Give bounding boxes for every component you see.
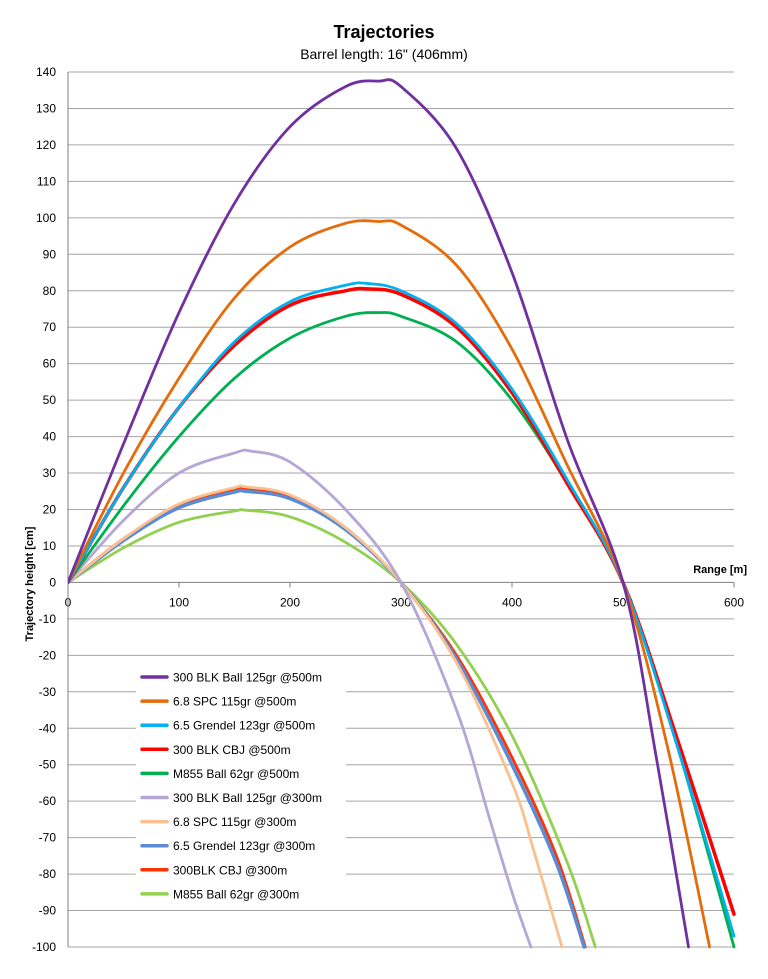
y-tick-label: 110 [37, 174, 56, 188]
y-tick-label: 0 [49, 575, 56, 589]
x-tick-label: 300 [391, 595, 411, 609]
y-tick-label: 70 [43, 320, 57, 334]
series-line-3 [68, 281, 736, 938]
series-line-10 [68, 508, 597, 949]
chart-subtitle: Barrel length: 16" (406mm) [300, 46, 468, 62]
x-tick-label: 100 [169, 595, 189, 609]
y-tick-label: 100 [36, 211, 56, 225]
legend-label: M855 Ball 62gr @300m [173, 887, 299, 901]
y-tick-label: 120 [36, 138, 56, 152]
x-tick-label: 200 [280, 595, 300, 609]
series-lines [68, 78, 736, 949]
y-tick-label: 60 [43, 357, 57, 371]
y-tick-labels: 1401301201101009080706050403020100-10-20… [32, 65, 56, 954]
x-tick-label: 600 [724, 595, 744, 609]
y-tick-label: -30 [39, 685, 57, 699]
series-line-6 [68, 448, 533, 949]
y-tick-label: -70 [39, 831, 57, 845]
series-line-2 [68, 219, 711, 949]
y-tick-label: -100 [32, 940, 56, 954]
y-tick-label: -50 [39, 758, 57, 772]
legend-label: 300 BLK Ball 125gr @500m [173, 671, 322, 685]
legend-label: 6.8 SPC 115gr @300m [173, 815, 296, 829]
legend-label: 6.5 Grendel 123gr @300m [173, 839, 315, 853]
legend-label: 6.5 Grendel 123gr @500m [173, 719, 315, 733]
chart-title: Trajectories [333, 22, 434, 42]
series-line-8 [68, 488, 586, 949]
legend-label: 300BLK CBJ @300m [173, 863, 287, 877]
series-line-7 [68, 484, 564, 949]
y-tick-label: -60 [39, 794, 57, 808]
legend-label: M855 Ball 62gr @500m [173, 767, 299, 781]
legend-label: 300 BLK Ball 125gr @300m [173, 791, 322, 805]
y-tick-label: -80 [39, 867, 57, 881]
y-tick-label: -40 [39, 721, 57, 735]
y-tick-label: 130 [36, 101, 56, 115]
y-tick-label: 90 [43, 247, 57, 261]
y-tick-label: -20 [39, 648, 57, 662]
y-tick-label: 30 [43, 466, 57, 480]
legend-label: 300 BLK CBJ @500m [173, 743, 291, 757]
x-tick-label: 400 [502, 595, 522, 609]
legend-label: 6.8 SPC 115gr @500m [173, 695, 296, 709]
legend-background [136, 664, 346, 908]
y-tick-label: 20 [43, 503, 57, 517]
y-tick-label: 10 [43, 539, 57, 553]
y-tick-label: 80 [43, 284, 57, 298]
y-tick-label: 140 [36, 65, 56, 79]
y-axis-label: Trajectory height [cm] [24, 526, 36, 641]
y-tick-label: 40 [43, 430, 57, 444]
y-tick-label: -90 [39, 904, 57, 918]
y-tick-label: -10 [39, 612, 57, 626]
y-tick-label: 50 [43, 393, 57, 407]
legend: 300 BLK Ball 125gr @500m 6.8 SPC 115gr @5… [136, 664, 346, 908]
x-axis-label: Range [m] [693, 564, 747, 576]
series-line-1 [68, 78, 690, 949]
